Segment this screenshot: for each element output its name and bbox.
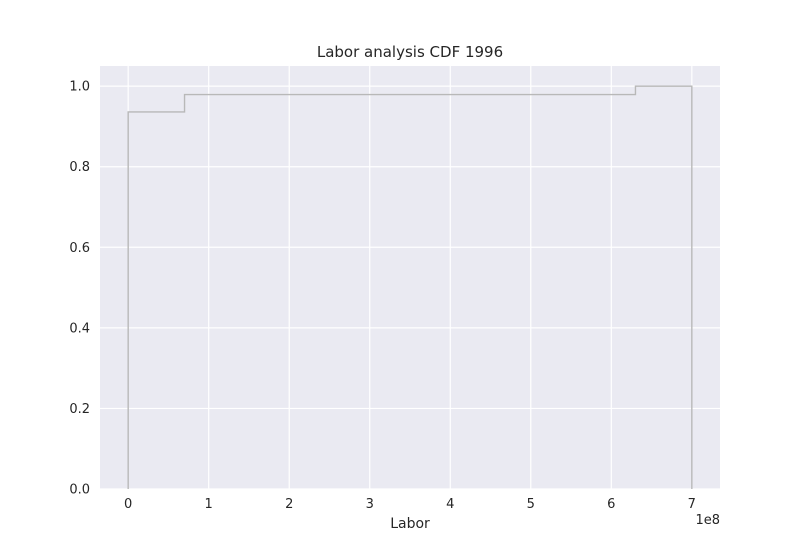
y-tick-label: 0.4 (69, 321, 90, 336)
x-tick-label: 5 (527, 497, 535, 512)
x-tick-label: 7 (688, 497, 696, 512)
plot-area (100, 66, 720, 489)
y-tick-label: 0.2 (69, 402, 90, 417)
x-tick-label: 2 (285, 497, 293, 512)
x-tick-label: 3 (366, 497, 374, 512)
y-tick-label: 0.8 (69, 160, 90, 175)
x-tick-label: 1 (205, 497, 213, 512)
chart-title: Labor analysis CDF 1996 (317, 43, 503, 61)
x-axis-label: Labor (390, 516, 430, 532)
x-tick-label: 0 (124, 497, 132, 512)
grid-lines (100, 66, 720, 490)
cdf-step-line (127, 85, 693, 489)
y-tick-label: 0.6 (69, 241, 90, 256)
y-tick-label: 1.0 (69, 80, 90, 95)
x-axis-offset-label: 1e8 (695, 513, 720, 528)
x-tick-label: 4 (446, 497, 454, 512)
x-tick-label: 6 (607, 497, 615, 512)
y-tick-labels: 0.0 0.2 0.4 0.6 0.8 1.0 (69, 80, 90, 498)
y-tick-label: 0.0 (69, 483, 90, 498)
series-group (127, 85, 693, 489)
x-tick-labels: 0 1 2 3 4 5 6 7 (124, 497, 696, 512)
